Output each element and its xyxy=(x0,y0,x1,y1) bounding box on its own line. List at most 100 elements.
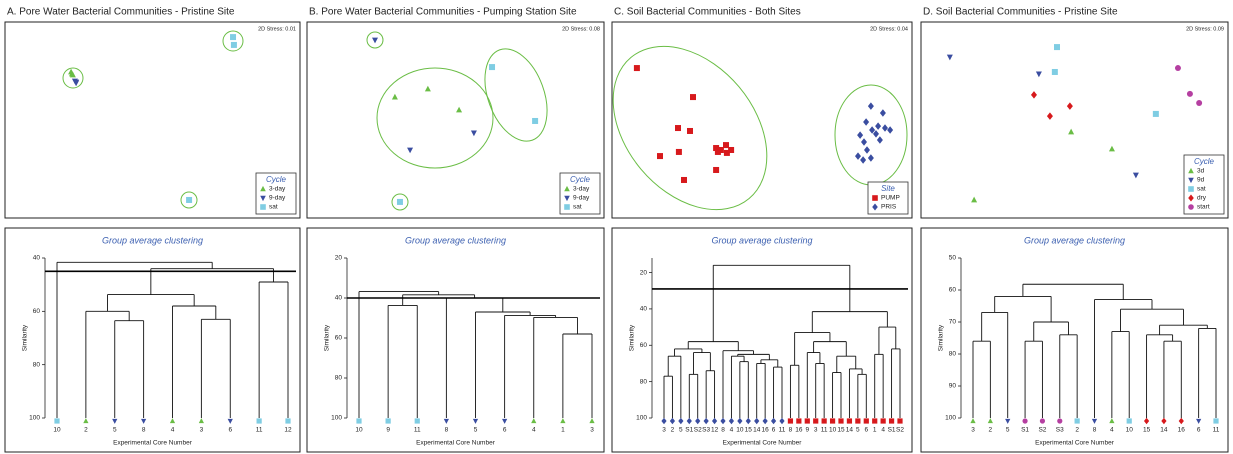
data-point xyxy=(876,136,883,144)
leaf-marker xyxy=(1126,418,1132,424)
legend-label: 3-day xyxy=(269,186,286,193)
group-outline xyxy=(391,193,409,211)
leaf-label: 11 xyxy=(821,427,828,434)
data-point xyxy=(657,153,663,160)
legend-marker xyxy=(1188,194,1194,202)
data-point xyxy=(690,94,696,101)
data-point xyxy=(882,124,888,132)
data-point xyxy=(1046,112,1053,120)
leaf-marker xyxy=(1143,417,1150,425)
x-axis-label: Experimental Core Number xyxy=(723,440,803,447)
y-tick-label: 80 xyxy=(949,351,957,358)
leaf-marker xyxy=(414,418,420,424)
panel-frame xyxy=(4,227,301,453)
leaf-marker xyxy=(779,417,785,425)
data-point xyxy=(867,102,874,110)
group-outline xyxy=(180,191,198,209)
panel-frame xyxy=(4,21,301,219)
leaf-marker xyxy=(1091,418,1098,424)
data-point xyxy=(1196,99,1203,106)
data-point xyxy=(456,106,463,113)
y-tick-label: 60 xyxy=(33,308,41,315)
y-tick-label: 100 xyxy=(331,415,342,422)
legend-title: Site xyxy=(881,184,895,193)
leaf-label: 3 xyxy=(662,427,666,434)
leaf-label: 10 xyxy=(1126,427,1134,434)
leaf-label: 6 xyxy=(1197,427,1201,434)
group-outline xyxy=(376,67,494,169)
leaf-marker xyxy=(787,418,794,424)
panel-title: A. Pore Water Bacterial Communities - Pr… xyxy=(7,7,235,18)
leaf-label: 3 xyxy=(971,427,975,434)
leaf-label: 4 xyxy=(1110,427,1114,434)
data-point xyxy=(230,34,237,41)
leaf-marker xyxy=(728,417,735,425)
leaf-label: 4 xyxy=(730,427,734,434)
data-point xyxy=(1068,128,1075,135)
leaf-marker xyxy=(1022,418,1028,424)
leaf-label: S2 xyxy=(1038,427,1046,434)
leaf-marker xyxy=(745,417,751,425)
stress-label: 2D Stress: 0.04 xyxy=(870,26,908,32)
leaf-marker xyxy=(1196,418,1202,424)
data-point xyxy=(1066,102,1073,110)
legend-label: start xyxy=(1197,204,1210,211)
leaf-marker xyxy=(198,418,204,424)
leaf-marker xyxy=(141,418,147,424)
leaf-label: 6 xyxy=(864,427,868,434)
leaf-marker xyxy=(589,418,595,424)
leaf-label: 4 xyxy=(532,427,536,434)
leaf-marker xyxy=(863,418,869,424)
leaf-label: S2 xyxy=(694,427,702,434)
leaf-label: 5 xyxy=(679,427,683,434)
group-outline xyxy=(366,31,384,49)
data-point xyxy=(1051,68,1058,75)
leaf-label: 10 xyxy=(53,427,61,434)
data-point xyxy=(1108,145,1115,152)
legend-marker xyxy=(1188,186,1194,192)
data-point xyxy=(633,65,640,72)
leaf-label: 6 xyxy=(228,427,232,434)
y-tick-label: 60 xyxy=(640,342,648,349)
leaf-marker xyxy=(703,417,709,425)
leaf-marker xyxy=(1178,417,1184,425)
y-tick-label: 80 xyxy=(640,378,648,385)
legend-label: sat xyxy=(1197,186,1206,193)
data-point xyxy=(879,109,886,117)
leaf-marker xyxy=(695,417,701,425)
leaf-label: 6 xyxy=(503,427,507,434)
leaf-marker xyxy=(1213,418,1219,424)
group-outline xyxy=(62,67,84,89)
data-point xyxy=(1132,172,1139,179)
y-tick-label: 70 xyxy=(949,319,957,326)
legend-marker xyxy=(564,195,570,202)
leaf-label: 12 xyxy=(711,427,719,434)
data-point xyxy=(1035,71,1042,78)
stress-label: 2D Stress: 0.01 xyxy=(258,26,296,32)
y-tick-label: 100 xyxy=(29,415,40,422)
leaf-marker xyxy=(838,418,844,424)
data-point xyxy=(723,142,729,149)
leaf-marker xyxy=(970,418,976,424)
leaf-label: 3 xyxy=(200,427,204,434)
data-point xyxy=(396,198,403,205)
legend-box xyxy=(1183,154,1225,215)
data-point xyxy=(470,130,477,137)
data-point xyxy=(69,71,76,78)
leaf-marker xyxy=(227,418,233,424)
leaf-marker xyxy=(531,418,537,424)
panel-frame xyxy=(611,21,913,219)
leaf-marker xyxy=(169,418,176,424)
data-point xyxy=(873,130,879,138)
leaf-label: 10 xyxy=(736,427,744,434)
data-point xyxy=(946,54,953,61)
y-tick-label: 50 xyxy=(949,255,957,262)
legend-title: Cycle xyxy=(1194,157,1215,166)
y-tick-label: 20 xyxy=(335,255,343,262)
leaf-marker xyxy=(897,418,903,424)
leaf-marker xyxy=(720,417,726,425)
data-point xyxy=(875,122,882,130)
data-point xyxy=(681,176,687,183)
leaf-label: 1 xyxy=(561,427,565,434)
panel-frame xyxy=(611,227,913,453)
